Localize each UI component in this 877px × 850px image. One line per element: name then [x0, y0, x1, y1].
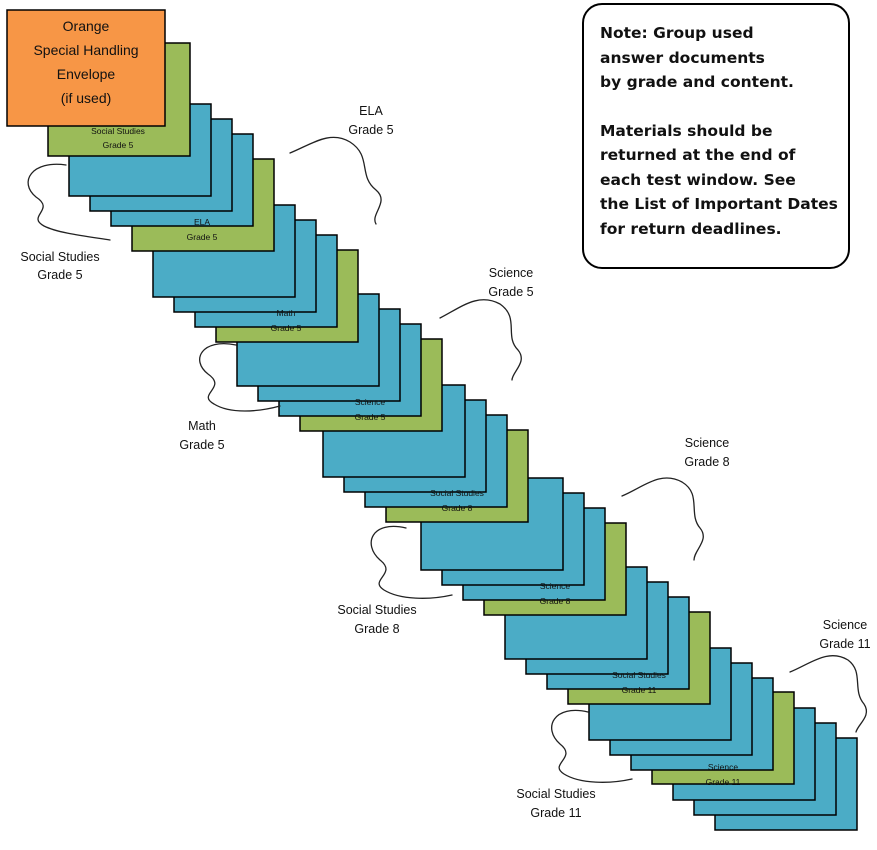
sheet-grade-label: Grade 8 [442, 503, 473, 513]
callout-grade-label: Grade 5 [37, 268, 82, 282]
note-line: Materials should be [600, 121, 773, 140]
sheet-grade-label: Grade 11 [706, 777, 741, 787]
sheet-grade-label: Grade 5 [103, 140, 134, 150]
callout-grade-label: Grade 11 [819, 637, 870, 651]
callout-content-label: Math [188, 419, 216, 433]
brace-social-studies-grade-8 [370, 525, 453, 599]
sheet-content-label: Science [708, 762, 739, 772]
note-line: the List of Important Dates [600, 195, 838, 213]
envelope-label-line: Envelope [57, 66, 116, 82]
callout-grade-label: Grade 8 [354, 622, 399, 636]
sheet-content-label: Math [277, 308, 296, 318]
callout-content-label: Science [489, 266, 534, 280]
note-line: returned at the end of [600, 146, 796, 164]
brace-math-grade-5 [199, 343, 281, 412]
callout-content-label: Social Studies [337, 603, 416, 617]
sheet-content-label: Social Studies [430, 488, 484, 498]
note-line: for return deadlines. [600, 219, 782, 238]
callout-grade-label: Grade 5 [488, 285, 533, 299]
sheet-grade-label: Grade 5 [187, 232, 218, 242]
brace-science-grade-8 [621, 477, 704, 561]
callout-content-label: Science [823, 618, 868, 632]
brace-science-grade-11 [789, 655, 868, 733]
brace-social-studies-grade-11 [551, 709, 633, 783]
callout-grade-label: Grade 11 [530, 806, 581, 820]
brace-science-grade-5 [439, 299, 522, 381]
answer-document-sheets [6, 9, 858, 831]
callout-content-label: Social Studies [516, 787, 595, 801]
brace-ela-grade-5 [289, 136, 382, 225]
sheet-grade-label: Grade 5 [355, 412, 386, 422]
sheet-content-label: Science [540, 581, 571, 591]
sheet-content-label: ELA [194, 217, 210, 227]
callout-grade-label: Grade 5 [348, 123, 393, 137]
brace-callouts [27, 136, 868, 783]
sheet-content-label: Social Studies [91, 126, 145, 136]
callout-content-label: ELA [359, 104, 383, 118]
note-spacer [600, 95, 840, 119]
sheet-content-label: Science [355, 397, 386, 407]
note-line: each test window. See [600, 170, 796, 189]
callout-grade-label: Grade 8 [684, 455, 729, 469]
green-sheet-labels: Social Studies Grade 5 ELA Grade 5 Math … [91, 126, 741, 787]
sheet-grade-label: Grade 8 [540, 596, 571, 606]
note-line: answer documents [600, 48, 765, 67]
callout-labels: Social Studies Grade 5 ELA Grade 5 Math … [20, 104, 870, 820]
sheet-grade-label: Grade 5 [271, 323, 302, 333]
sheet-grade-label: Grade 11 [622, 685, 657, 695]
callout-content-label: Science [685, 436, 730, 450]
note-box: Note: Group used answer documents by gra… [582, 3, 850, 269]
envelope-label-line: Special Handling [33, 42, 138, 58]
envelope-label-line: Orange [63, 18, 110, 34]
note-line: by grade and content. [600, 73, 794, 91]
brace-social-studies-grade-5 [27, 163, 111, 241]
envelope-label-line: (if used) [61, 90, 112, 106]
note-line: Note: Group used [600, 24, 754, 42]
orange-special-handling-envelope [6, 9, 166, 127]
callout-grade-label: Grade 5 [179, 438, 224, 452]
sheet-content-label: Social Studies [612, 670, 666, 680]
callout-content-label: Social Studies [20, 250, 99, 264]
envelope-label: Orange Special Handling Envelope (if use… [33, 18, 138, 106]
